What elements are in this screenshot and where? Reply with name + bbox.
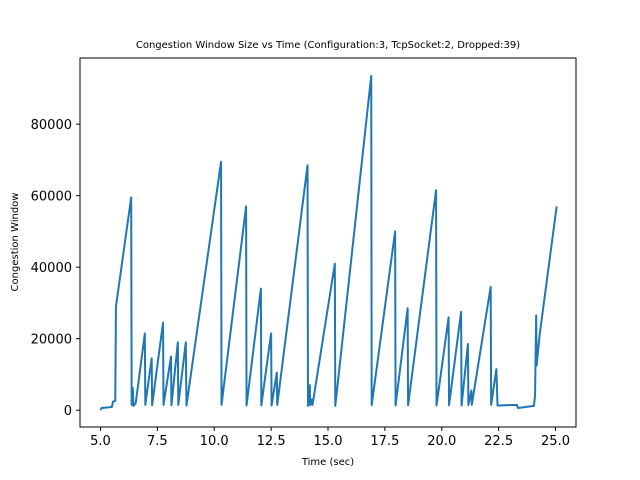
x-axis: 5.0 7.5 10.0 12.5 15.0 17.5 20.0 22.5 25.0 [90, 427, 570, 449]
y-tick-label: 60000 [31, 190, 72, 205]
x-tick-label: 12.5 [257, 434, 286, 449]
y-tick-label: 0 [64, 404, 72, 419]
y-axis: 0 20000 40000 60000 80000 [31, 118, 80, 419]
x-tick-label: 10.0 [200, 434, 229, 449]
y-tick-label: 80000 [31, 118, 72, 133]
y-tick-label: 20000 [31, 333, 72, 348]
x-tick-label: 7.5 [147, 434, 168, 449]
series-line-0 [99, 74, 558, 411]
x-tick-label: 15.0 [314, 434, 343, 449]
x-tick-label: 20.0 [427, 434, 456, 449]
x-tick-label: 17.5 [370, 434, 399, 449]
y-axis-label: Congestion Window [10, 193, 21, 292]
x-tick-label: 5.0 [90, 434, 111, 449]
chart-title: Congestion Window Size vs Time (Configur… [136, 40, 520, 51]
x-tick-label: 25.0 [541, 434, 570, 449]
y-tick-label: 40000 [31, 261, 72, 276]
x-tick-label: 22.5 [484, 434, 513, 449]
x-axis-label: Time (sec) [301, 457, 354, 468]
